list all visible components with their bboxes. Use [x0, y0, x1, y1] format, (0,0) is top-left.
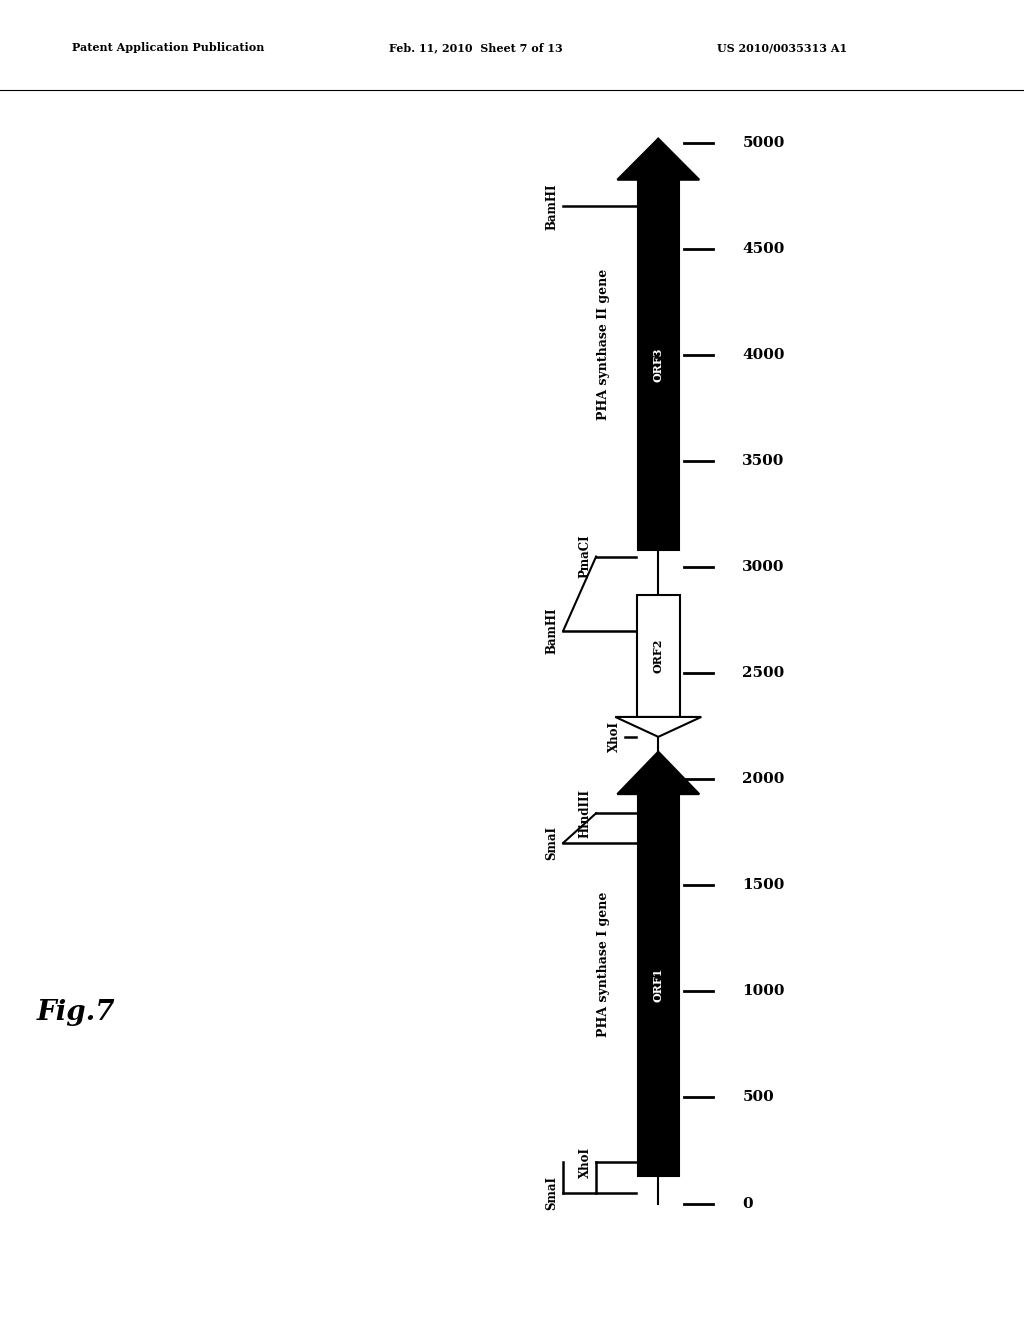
Text: 1500: 1500 [742, 878, 784, 892]
Text: PHA synthase I gene: PHA synthase I gene [597, 891, 610, 1036]
Text: ORF1: ORF1 [652, 968, 664, 1002]
Polygon shape [638, 180, 679, 550]
Text: XhoI: XhoI [579, 1147, 592, 1177]
Text: 2000: 2000 [742, 772, 784, 787]
Text: 0: 0 [742, 1196, 753, 1210]
Text: HindIII: HindIII [579, 789, 592, 838]
Polygon shape [637, 595, 680, 717]
Polygon shape [617, 139, 699, 180]
Polygon shape [617, 751, 699, 795]
Text: PHA synthase II gene: PHA synthase II gene [597, 269, 610, 420]
Polygon shape [615, 717, 701, 737]
Text: 4500: 4500 [742, 242, 784, 256]
Text: ORF3: ORF3 [652, 347, 664, 383]
Text: SmaI: SmaI [546, 1176, 559, 1210]
Text: SmaI: SmaI [546, 826, 559, 859]
Text: 4000: 4000 [742, 348, 785, 362]
Text: PmaCI: PmaCI [579, 535, 592, 578]
Text: Feb. 11, 2010  Sheet 7 of 13: Feb. 11, 2010 Sheet 7 of 13 [389, 42, 563, 53]
Text: 3000: 3000 [742, 560, 785, 574]
Text: Fig.7: Fig.7 [37, 999, 115, 1026]
Text: BamHI: BamHI [546, 607, 559, 653]
Text: ORF2: ORF2 [652, 639, 664, 673]
Text: US 2010/0035313 A1: US 2010/0035313 A1 [717, 42, 847, 53]
Text: 3500: 3500 [742, 454, 784, 469]
Text: Patent Application Publication: Patent Application Publication [72, 42, 264, 53]
Text: 500: 500 [742, 1090, 774, 1105]
Text: 5000: 5000 [742, 136, 784, 150]
Text: 1000: 1000 [742, 985, 785, 998]
Text: BamHI: BamHI [546, 183, 559, 230]
Text: 2500: 2500 [742, 667, 784, 680]
Polygon shape [638, 795, 679, 1176]
Text: XhoI: XhoI [608, 721, 621, 752]
